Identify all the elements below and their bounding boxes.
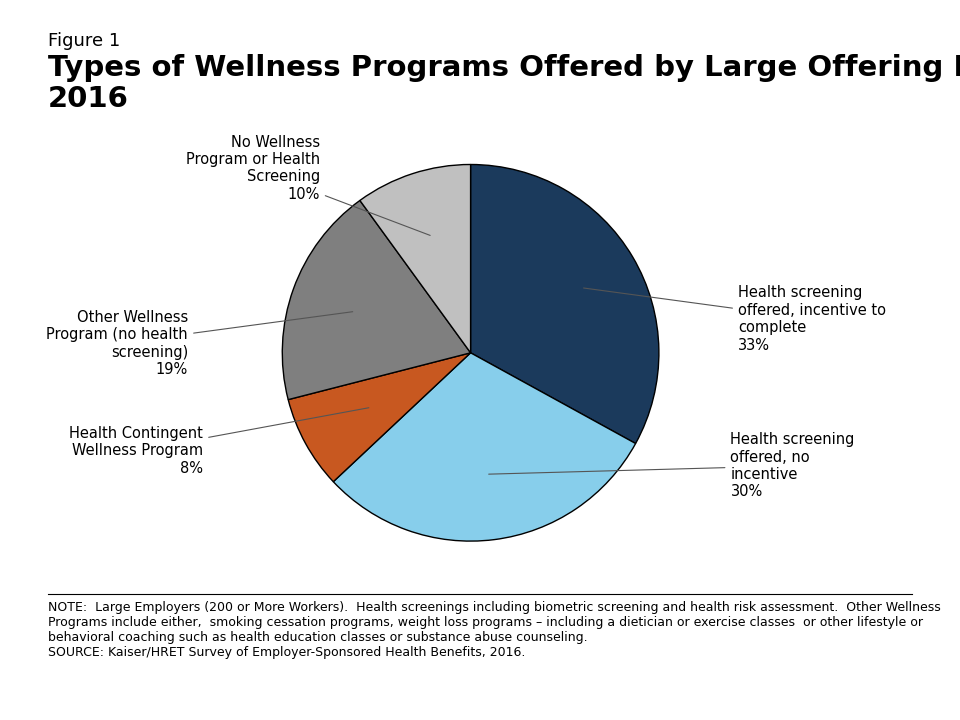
Text: FOUNDATION: FOUNDATION: [840, 688, 889, 694]
Wedge shape: [282, 200, 470, 400]
Text: THE HENRY J.: THE HENRY J.: [841, 618, 888, 625]
Text: Health screening
offered, incentive to
complete
33%: Health screening offered, incentive to c…: [584, 285, 886, 353]
Text: FAMILY: FAMILY: [827, 661, 902, 680]
Text: KAISER: KAISER: [825, 635, 904, 654]
Text: Health screening
offered, no
incentive
30%: Health screening offered, no incentive 3…: [489, 432, 854, 500]
Wedge shape: [360, 164, 470, 353]
Text: Figure 1: Figure 1: [48, 32, 120, 50]
Wedge shape: [470, 164, 659, 444]
Text: NOTE:  Large Employers (200 or More Workers).  Health screenings including biome: NOTE: Large Employers (200 or More Worke…: [48, 601, 941, 660]
Text: No Wellness
Program or Health
Screening
10%: No Wellness Program or Health Screening …: [186, 135, 430, 235]
Text: Health Contingent
Wellness Program
8%: Health Contingent Wellness Program 8%: [69, 408, 369, 476]
Wedge shape: [333, 353, 636, 541]
Wedge shape: [288, 353, 470, 482]
Text: Types of Wellness Programs Offered by Large Offering Employers,
2016: Types of Wellness Programs Offered by La…: [48, 54, 960, 113]
Text: Other Wellness
Program (no health
screening)
19%: Other Wellness Program (no health screen…: [46, 310, 352, 377]
